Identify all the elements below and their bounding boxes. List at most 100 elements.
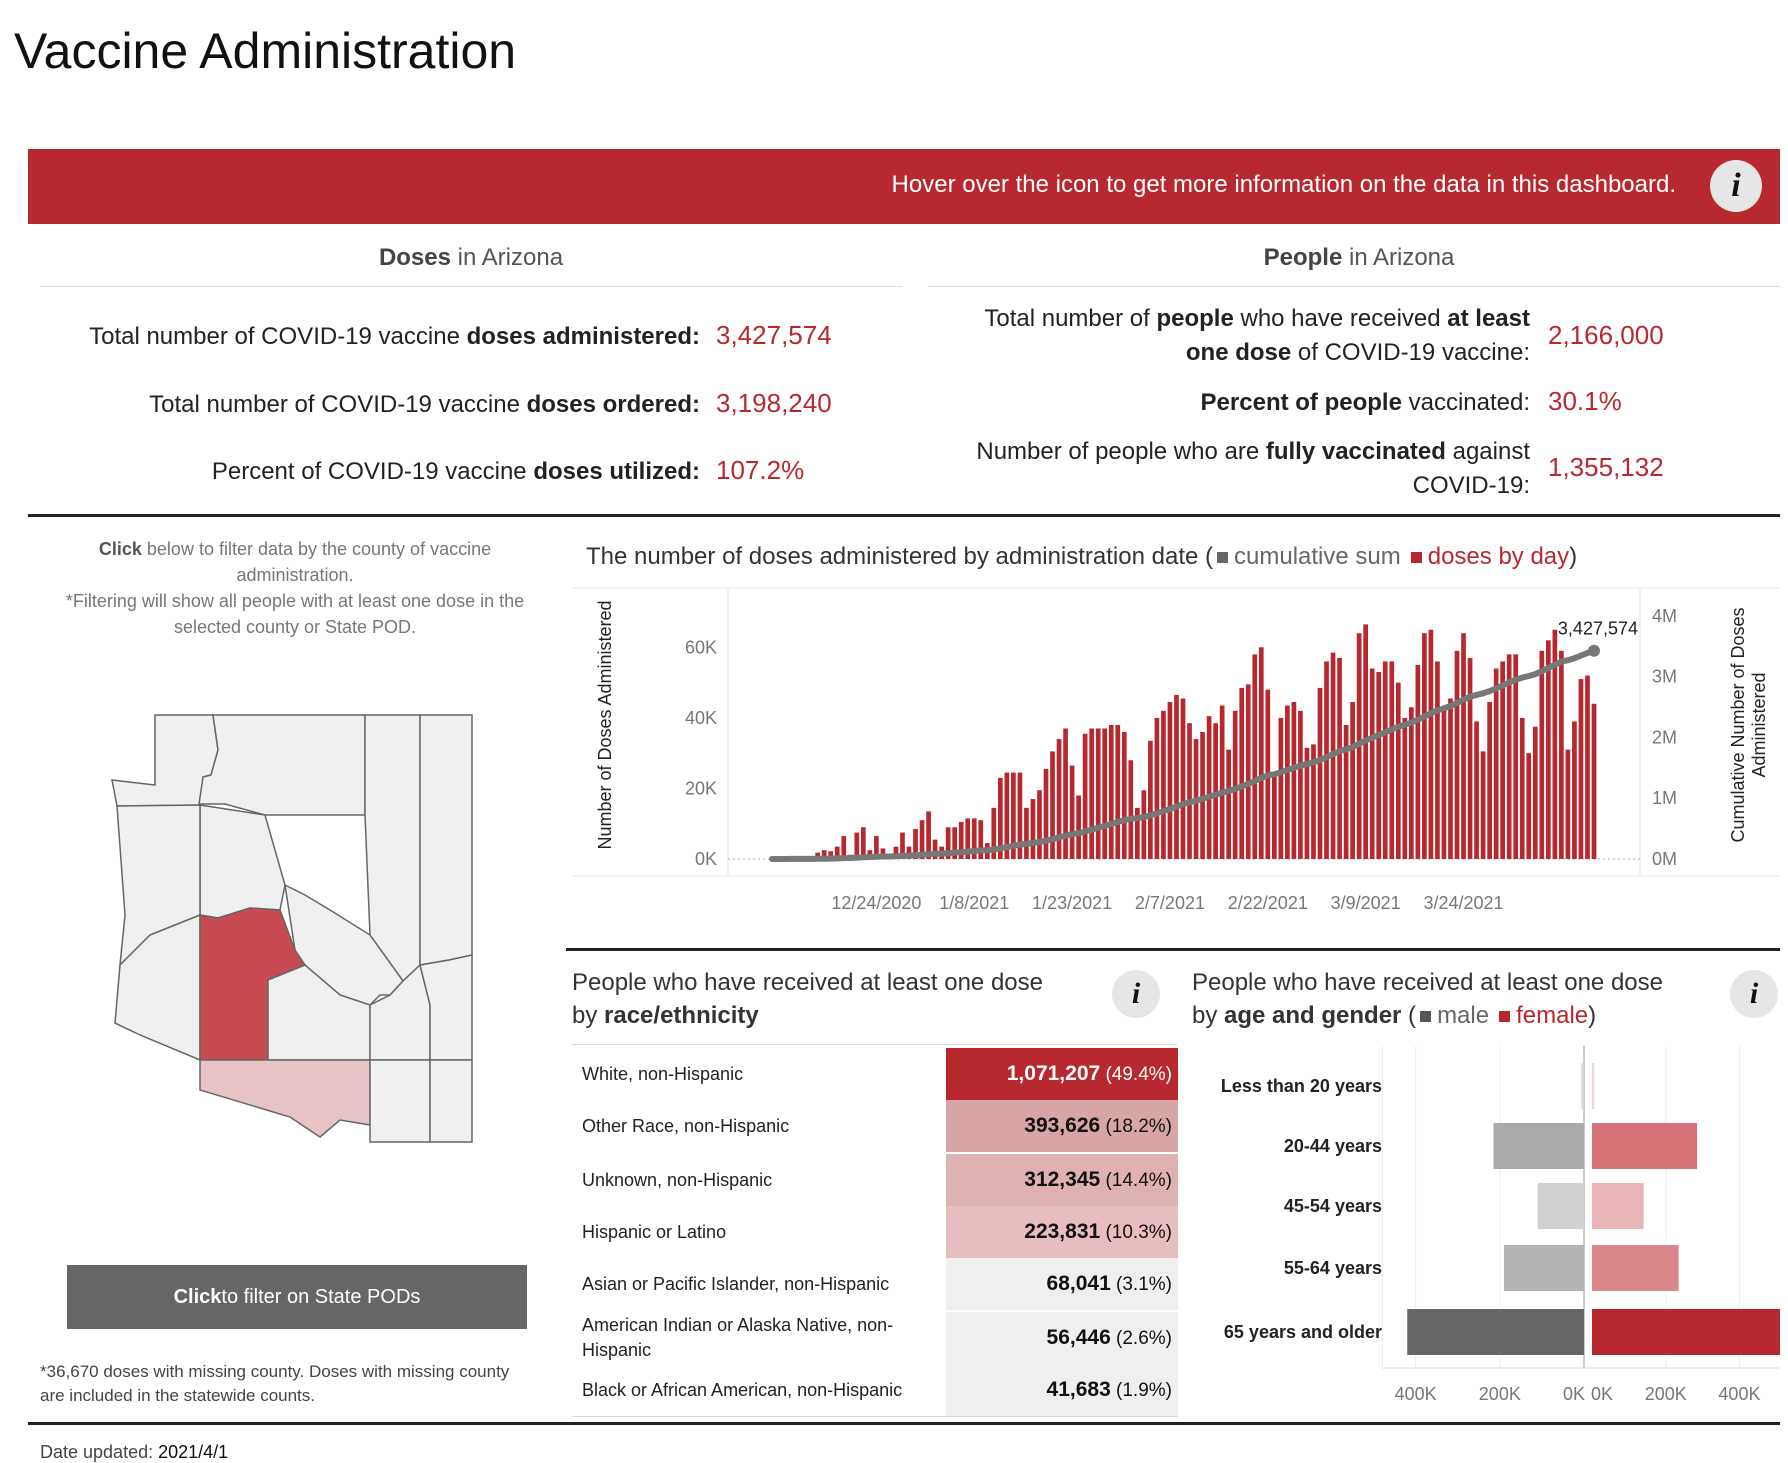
- race-value-cell[interactable]: 56,446 (2.6%): [946, 1312, 1178, 1364]
- daily-dose-bar[interactable]: [1350, 702, 1355, 859]
- female-bar[interactable]: [1592, 1123, 1698, 1169]
- race-row[interactable]: Asian or Pacific Islander, non-Hispanic 6…: [572, 1258, 1178, 1310]
- daily-dose-bar[interactable]: [1219, 705, 1225, 859]
- daily-dose-bar[interactable]: [1174, 694, 1179, 859]
- daily-dose-bar[interactable]: [1050, 751, 1055, 859]
- daily-dose-bar[interactable]: [1239, 687, 1245, 859]
- daily-dose-bar[interactable]: [1369, 668, 1375, 860]
- daily-dose-bar[interactable]: [1095, 728, 1101, 859]
- daily-dose-bar[interactable]: [1506, 654, 1512, 859]
- daily-dose-bar[interactable]: [1415, 664, 1421, 859]
- county-yavapai[interactable]: [199, 804, 286, 919]
- daily-dose-bar[interactable]: [1454, 650, 1460, 859]
- daily-dose-bar[interactable]: [1395, 682, 1401, 859]
- daily-dose-bar[interactable]: [1291, 702, 1297, 859]
- daily-dose-bar[interactable]: [1539, 650, 1545, 859]
- race-row[interactable]: Hispanic or Latino 223,831 (10.3%): [572, 1206, 1178, 1258]
- legend-cumulative[interactable]: cumulative sum: [1234, 543, 1401, 570]
- daily-dose-bar[interactable]: [841, 836, 847, 859]
- daily-dose-bar[interactable]: [1591, 703, 1597, 859]
- daily-dose-bar[interactable]: [1343, 724, 1349, 859]
- daily-dose-bar[interactable]: [828, 851, 834, 859]
- daily-dose-bar[interactable]: [1402, 717, 1408, 859]
- daily-dose-bar[interactable]: [1134, 807, 1140, 859]
- female-bar[interactable]: [1592, 1183, 1644, 1229]
- daily-dose-bar[interactable]: [965, 818, 971, 859]
- daily-dose-bar[interactable]: [1271, 774, 1277, 859]
- doses-by-date-chart[interactable]: 0K 20K 40K 60K 0M 1M 2M 3M 4M 12/24/2020 1/8/202…: [572, 585, 1780, 925]
- daily-dose-bar[interactable]: [1252, 654, 1258, 859]
- daily-dose-bar[interactable]: [1206, 716, 1212, 859]
- daily-dose-bar[interactable]: [1285, 705, 1290, 859]
- legend-daily[interactable]: doses by day: [1427, 543, 1570, 570]
- daily-dose-bar[interactable]: [1258, 647, 1264, 859]
- daily-dose-bar[interactable]: [1128, 760, 1134, 859]
- daily-dose-bar[interactable]: [854, 832, 860, 859]
- daily-dose-bar[interactable]: [1024, 807, 1029, 859]
- male-bar[interactable]: [1407, 1309, 1584, 1355]
- daily-dose-bar[interactable]: [1422, 633, 1427, 859]
- daily-dose-bar[interactable]: [1076, 795, 1081, 860]
- race-row[interactable]: American Indian or Alaska Native, non-Hi…: [572, 1312, 1178, 1364]
- daily-dose-bar[interactable]: [1082, 733, 1088, 859]
- daily-dose-bar[interactable]: [834, 846, 840, 859]
- daily-dose-bar[interactable]: [1278, 717, 1284, 859]
- county-coconino[interactable]: [198, 714, 366, 816]
- race-value-cell[interactable]: 393,626 (18.2%): [946, 1100, 1178, 1152]
- daily-dose-bar[interactable]: [1493, 668, 1499, 860]
- daily-dose-bar[interactable]: [1304, 747, 1310, 859]
- daily-dose-bar[interactable]: [1063, 728, 1068, 859]
- daily-dose-bar[interactable]: [860, 827, 866, 859]
- race-value-cell[interactable]: 41,683 (1.9%): [946, 1364, 1178, 1416]
- daily-dose-bar[interactable]: [1435, 661, 1440, 859]
- race-value-cell[interactable]: 223,831 (10.3%): [946, 1206, 1178, 1258]
- daily-dose-bar[interactable]: [1565, 749, 1571, 859]
- daily-dose-bar[interactable]: [1017, 772, 1023, 859]
- info-icon[interactable]: i: [1710, 160, 1762, 212]
- race-value-cell[interactable]: 68,041 (3.1%): [946, 1258, 1178, 1310]
- race-value-cell[interactable]: 312,345 (14.4%): [946, 1154, 1178, 1206]
- daily-dose-bar[interactable]: [1011, 772, 1016, 859]
- county-pima[interactable]: [199, 1059, 371, 1138]
- daily-dose-bar[interactable]: [958, 821, 964, 859]
- daily-dose-bar[interactable]: [874, 836, 879, 859]
- daily-dose-bar[interactable]: [1141, 790, 1147, 859]
- race-row[interactable]: Unknown, non-Hispanic 312,345 (14.4%): [572, 1154, 1178, 1206]
- daily-dose-bar[interactable]: [978, 820, 984, 859]
- daily-dose-bar[interactable]: [1337, 657, 1342, 859]
- female-bar[interactable]: [1592, 1245, 1679, 1291]
- daily-dose-bar[interactable]: [1004, 772, 1010, 859]
- age-info-icon[interactable]: i: [1730, 970, 1778, 1018]
- daily-dose-bar[interactable]: [1408, 707, 1414, 859]
- daily-dose-bar[interactable]: [1480, 751, 1486, 859]
- daily-dose-bar[interactable]: [1148, 740, 1153, 859]
- daily-dose-bar[interactable]: [945, 827, 951, 859]
- state-pods-filter-button[interactable]: Click to filter on State PODs: [67, 1265, 527, 1329]
- daily-dose-bar[interactable]: [952, 827, 958, 859]
- daily-dose-bar[interactable]: [1226, 749, 1232, 859]
- age-gender-chart[interactable]: 400K 200K 0K 0K 200K 400K: [1382, 1046, 1780, 1426]
- daily-dose-bar[interactable]: [1167, 702, 1173, 859]
- daily-dose-bar[interactable]: [1500, 661, 1506, 859]
- race-value-cell[interactable]: 1,071,207 (49.4%): [946, 1048, 1178, 1100]
- daily-dose-bar[interactable]: [1311, 744, 1316, 859]
- daily-dose-bar[interactable]: [900, 832, 905, 859]
- daily-dose-bar[interactable]: [1487, 702, 1492, 859]
- daily-dose-bar[interactable]: [1513, 654, 1519, 859]
- daily-dose-bar[interactable]: [1069, 765, 1075, 859]
- daily-dose-bar[interactable]: [1376, 672, 1382, 859]
- arizona-county-map[interactable]: [100, 705, 490, 1155]
- race-info-icon[interactable]: i: [1112, 970, 1160, 1018]
- daily-dose-bar[interactable]: [1467, 657, 1473, 859]
- male-bar[interactable]: [1504, 1245, 1584, 1291]
- daily-dose-bar[interactable]: [1102, 728, 1108, 859]
- daily-dose-bar[interactable]: [1382, 661, 1388, 859]
- daily-dose-bar[interactable]: [1232, 710, 1238, 859]
- daily-dose-bar[interactable]: [1461, 633, 1466, 859]
- race-row[interactable]: Other Race, non-Hispanic 393,626 (18.2%): [572, 1100, 1178, 1152]
- daily-dose-bar[interactable]: [1552, 629, 1558, 859]
- daily-dose-bar[interactable]: [1526, 753, 1532, 859]
- daily-dose-bar[interactable]: [926, 811, 931, 859]
- male-bar[interactable]: [1493, 1123, 1584, 1169]
- daily-dose-bar[interactable]: [1532, 726, 1538, 859]
